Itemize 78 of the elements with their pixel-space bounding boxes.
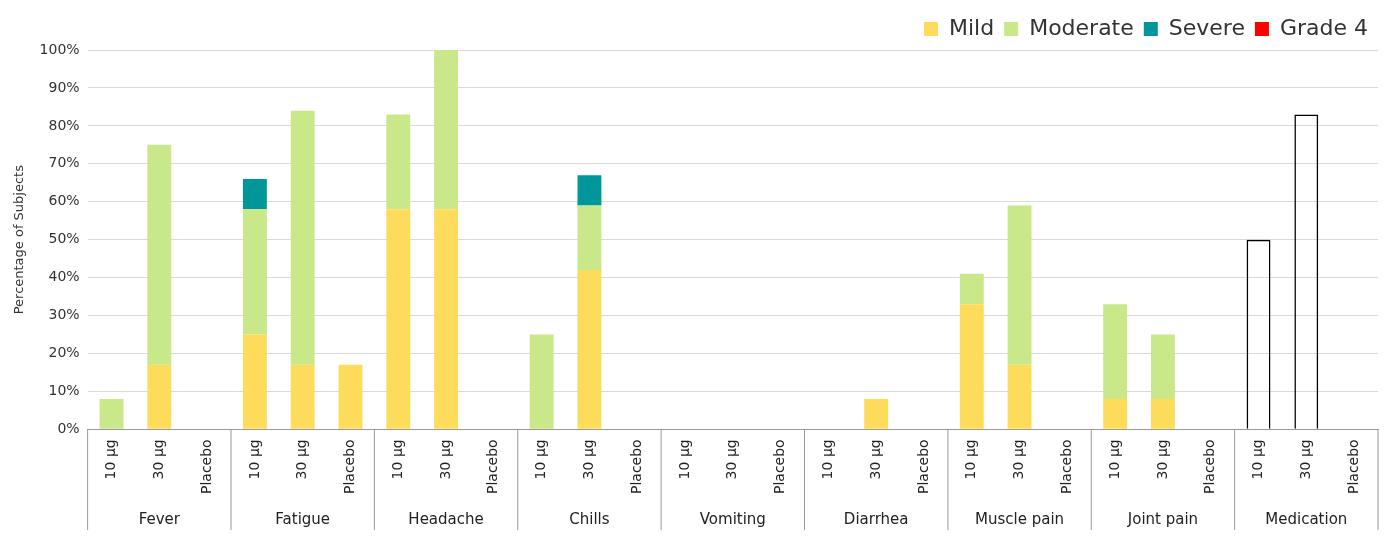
x-tick-label: Placebo [914,439,931,495]
text: Headache [408,510,484,529]
bar [290,110,315,365]
bar [147,364,172,429]
x-tick-label: Placebo [197,439,214,495]
y-tick-label: 10% [48,382,80,399]
text: Vomiting [699,510,766,529]
text: Medication [1265,510,1348,529]
x-tick-label: 10 µg [532,439,549,480]
y-tick-label: 20% [48,344,80,361]
x-tick-label: 10 µg [962,439,979,480]
y-tick-label: 80% [48,116,80,133]
x-tick-label: Placebo [341,439,358,495]
x-tick-label: 10 µg [245,439,262,480]
x-tick-label: 10 µg [102,439,119,480]
legend-label: Mild [948,14,995,40]
x-tick-label: 30 µg [866,439,883,480]
bar [386,209,411,429]
y-tick-label: 30% [48,306,80,323]
bar [959,304,984,429]
bar [338,364,363,429]
bar [147,144,172,365]
bar [290,364,315,429]
bar [242,178,267,210]
bar [959,273,984,305]
text: Diarrhea [843,510,909,529]
y-tick-label: 70% [48,154,80,171]
bar [1007,364,1032,429]
x-tick-label: 30 µg [436,439,453,480]
x-tick-label: Placebo [1344,439,1361,495]
legend-label: Moderate [1029,14,1134,40]
x-tick-label: 30 µg [1153,439,1170,480]
bar [1103,304,1128,399]
x-tick-label: 30 µg [580,439,597,480]
bar [864,398,889,429]
x-tick-label: 10 µg [1249,439,1266,480]
bar [1150,398,1175,429]
x-tick-label: 30 µg [293,439,310,480]
x-tick-label: Placebo [771,439,788,495]
bar [1103,398,1128,429]
bar [1150,334,1175,399]
x-tick-label: 10 µg [675,439,692,480]
x-tick-label: 30 µg [1296,439,1313,480]
bar [242,209,267,335]
bar [386,114,411,210]
y-tick-label: 0% [57,419,80,436]
y-tick-label: 50% [48,230,80,247]
x-tick-label: 30 µg [149,439,166,480]
bar [529,334,554,429]
bar [1007,205,1032,365]
y-tick-label: 40% [48,268,80,285]
x-tick-label: 30 µg [1010,439,1027,480]
y-tick-label: 90% [48,78,80,95]
legend-label: Grade 4 [1279,14,1369,40]
bar [99,398,124,429]
x-tick-label: Placebo [1201,439,1218,495]
y-axis-title: Percentage of Subjects [11,164,27,315]
x-tick-label: Placebo [1057,439,1074,495]
text: Muscle pain [975,510,1065,529]
bar [434,209,459,429]
text: Chills [569,510,610,529]
text: Fatigue [275,510,331,529]
x-tick-label: Placebo [627,439,644,495]
legend-label: Severe [1168,14,1245,40]
x-tick-label: Placebo [484,439,501,495]
bar [577,205,602,271]
x-tick-label: 10 µg [1105,439,1122,480]
x-tick-label: 10 µg [819,439,836,480]
x-tick-label: 30 µg [723,439,740,480]
bar [434,50,459,210]
y-tick-label: 60% [48,192,80,209]
bar [577,175,602,206]
text: Joint pain [1126,510,1199,529]
y-tick-label: 100% [39,40,80,57]
x-tick-label: 10 µg [388,439,405,480]
bar [242,334,267,429]
bar [577,270,602,429]
text: Fever [138,510,181,529]
